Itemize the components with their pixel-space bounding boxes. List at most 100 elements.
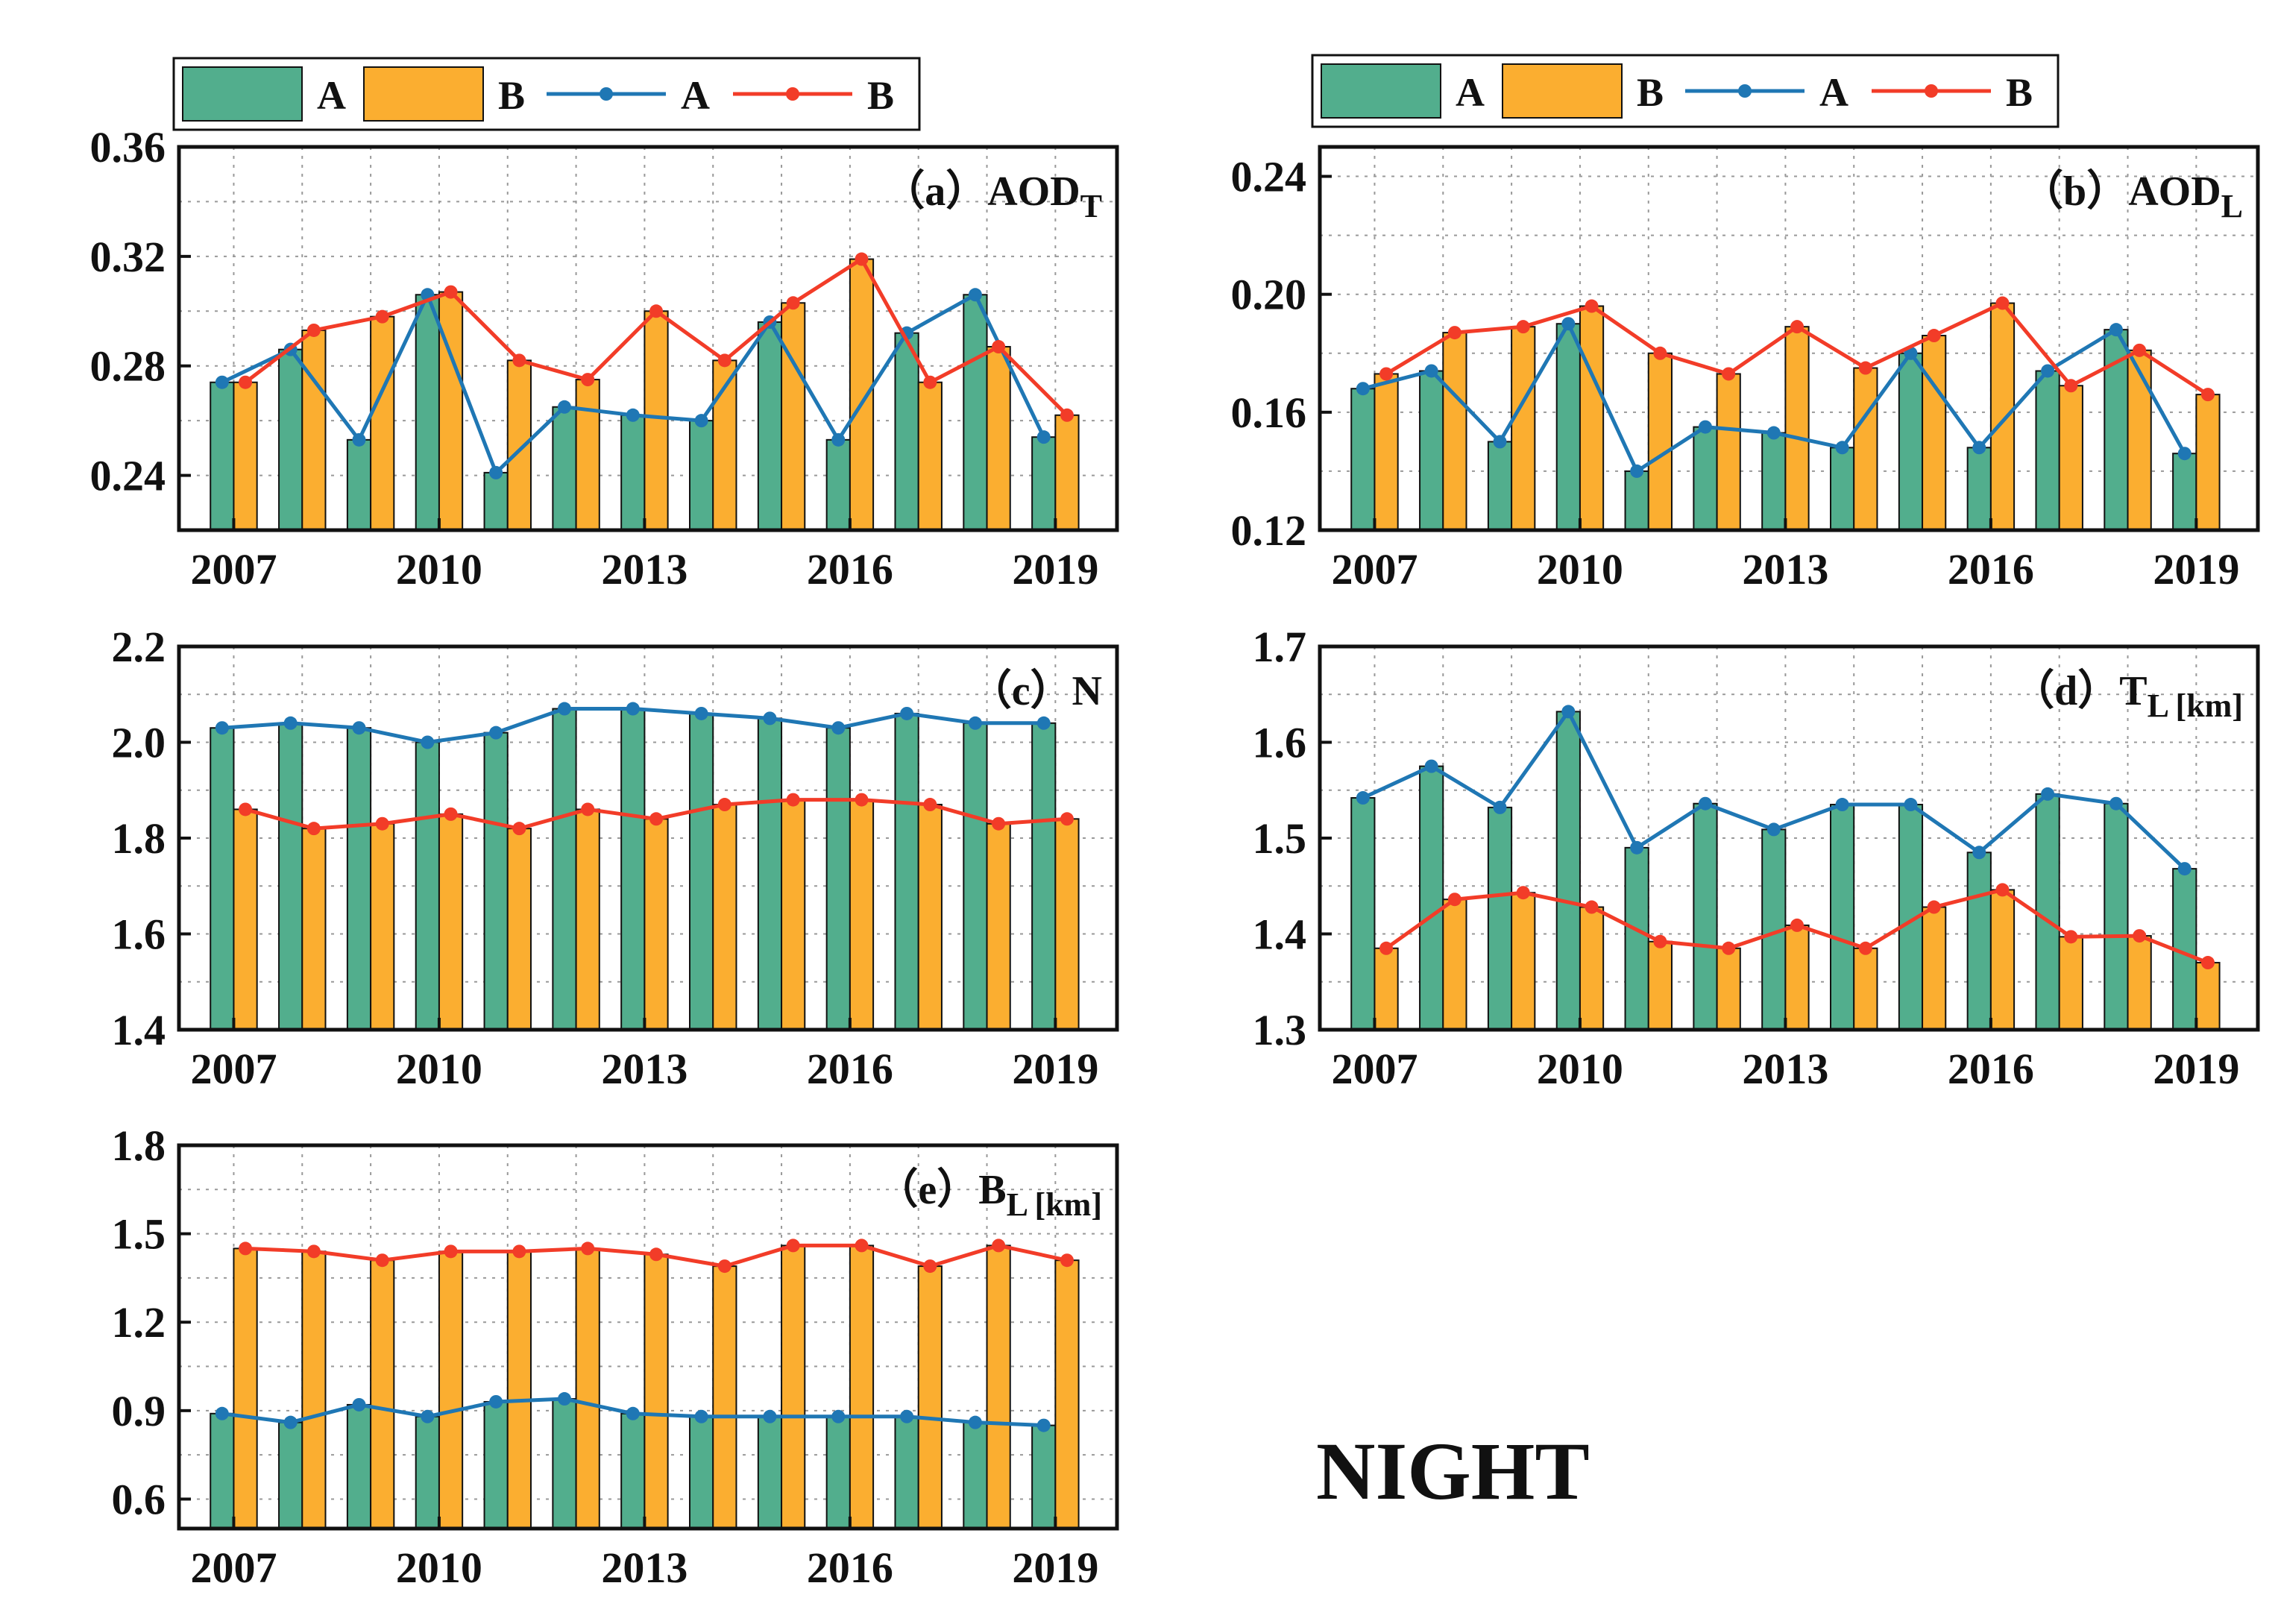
bar-B-2016 xyxy=(849,799,875,1030)
x-tick-label: 2013 xyxy=(1742,545,1828,594)
bar-B-2017 xyxy=(2058,385,2083,531)
point-B-2007 xyxy=(1379,941,1394,955)
y-tick-label: 0.36 xyxy=(90,123,166,171)
point-B-2018 xyxy=(2133,343,2147,357)
point-A-2007 xyxy=(215,375,229,389)
bar-A-2010 xyxy=(415,294,440,531)
panel-label: （d）TL [km] xyxy=(2013,667,2243,724)
x-tick-label: 2016 xyxy=(1948,1045,2034,1093)
point-B-2017 xyxy=(923,798,937,812)
y-tick-label: 1.6 xyxy=(112,910,166,959)
x-tick-label: 2010 xyxy=(1537,1045,1623,1093)
bar-B-2018 xyxy=(2127,935,2152,1030)
x-tick-label: 2019 xyxy=(1012,1543,1098,1592)
y-tick-label: 2.0 xyxy=(112,719,166,767)
bar-A-2011 xyxy=(483,1400,509,1529)
x-tick-label: 2007 xyxy=(1331,545,1418,594)
point-B-2018 xyxy=(992,340,1006,354)
point-A-2014 xyxy=(694,1409,708,1423)
point-A-2014 xyxy=(1835,441,1849,455)
point-B-2015 xyxy=(1927,900,1941,914)
bar-B-2015 xyxy=(1922,906,1947,1031)
y-tick-label: 2.2 xyxy=(112,623,166,671)
bar-A-2014 xyxy=(689,420,714,532)
point-B-2016 xyxy=(855,1239,869,1253)
point-A-2018 xyxy=(2109,796,2123,811)
plot-frame xyxy=(177,1143,1119,1531)
y-tick-label: 0.20 xyxy=(1231,271,1307,319)
point-A-2015 xyxy=(763,1409,777,1423)
panel-label: （c）N xyxy=(970,667,1102,714)
bar-B-2012 xyxy=(575,808,600,1030)
bar-B-2011 xyxy=(1647,940,1673,1031)
point-A-2012 xyxy=(1698,420,1712,434)
bar-A-2013 xyxy=(1761,432,1787,531)
point-B-2008 xyxy=(306,323,321,337)
bar-A-2007 xyxy=(210,727,235,1030)
bar-B-2014 xyxy=(712,804,737,1031)
point-A-2009 xyxy=(352,721,366,735)
bar-A-2014 xyxy=(1830,804,1855,1031)
x-tick-label: 2019 xyxy=(1012,545,1098,594)
x-tick-label: 2013 xyxy=(1742,1045,1828,1093)
point-A-2010 xyxy=(1561,317,1576,331)
bar-A-2019 xyxy=(1031,1424,1057,1529)
point-A-2019 xyxy=(2177,862,2192,876)
bar-A-2015 xyxy=(1898,352,1924,531)
plot-frame xyxy=(1318,145,2260,532)
bar-B-2015 xyxy=(781,302,806,531)
bar-B-2018 xyxy=(986,1244,1011,1530)
point-A-2010 xyxy=(421,1409,435,1423)
bar-B-2009 xyxy=(370,822,395,1030)
bar-B-2014 xyxy=(1853,947,1878,1031)
point-A-2013 xyxy=(1766,426,1781,440)
point-A-2009 xyxy=(1493,800,1507,814)
bar-B-2009 xyxy=(1511,892,1536,1030)
point-B-2008 xyxy=(1447,893,1461,907)
bar-A-2008 xyxy=(278,348,303,531)
point-A-2013 xyxy=(626,702,640,716)
grid xyxy=(1320,646,2258,1030)
bar-B-2016 xyxy=(1989,889,2016,1031)
bar-A-2016 xyxy=(1966,447,1992,531)
bar-A-2016 xyxy=(1966,852,1992,1031)
point-A-2017 xyxy=(900,1409,914,1423)
bar-B-2013 xyxy=(1784,326,1810,531)
point-B-2017 xyxy=(2064,379,2078,393)
point-B-2013 xyxy=(649,1247,664,1262)
bar-B-2017 xyxy=(917,1265,943,1529)
point-B-2010 xyxy=(444,285,458,299)
point-B-2015 xyxy=(786,296,800,310)
point-B-2011 xyxy=(512,353,526,368)
y-tick-label: 0.6 xyxy=(112,1475,166,1523)
bar-A-2012 xyxy=(552,1398,577,1529)
point-A-2016 xyxy=(831,721,846,735)
bar-B-2016 xyxy=(849,258,875,531)
point-A-2015 xyxy=(1904,798,1918,812)
point-B-2013 xyxy=(1790,918,1805,932)
chart-panel-d: 1.3 1.4 1.5 1.6 1.7 2007 2010 2013 2016 2019 （d）TL… xyxy=(1253,623,2260,1093)
point-B-2015 xyxy=(1927,329,1941,343)
bar-A-2010 xyxy=(415,1415,440,1530)
grid xyxy=(1320,147,2258,531)
bar-B-2008 xyxy=(1442,332,1467,531)
x-tick-label: 2013 xyxy=(601,545,688,594)
point-B-2009 xyxy=(375,1253,389,1268)
bar-B-2011 xyxy=(506,1250,532,1530)
x-tick-label: 2013 xyxy=(601,1045,688,1093)
point-B-2019 xyxy=(2200,956,2215,970)
point-A-2014 xyxy=(694,414,708,428)
point-A-2009 xyxy=(352,432,366,447)
point-A-2019 xyxy=(1036,1418,1051,1432)
bar-A-2007 xyxy=(1350,388,1376,532)
bar-A-2011 xyxy=(483,731,509,1031)
point-B-2007 xyxy=(239,375,253,389)
point-B-2013 xyxy=(649,812,664,826)
bar-B-2015 xyxy=(1922,335,1947,531)
bar-A-2009 xyxy=(346,438,372,531)
point-B-2019 xyxy=(2200,388,2215,402)
bar-B-2017 xyxy=(917,381,943,531)
bar-B-2011 xyxy=(506,828,532,1031)
point-B-2008 xyxy=(306,1244,321,1259)
